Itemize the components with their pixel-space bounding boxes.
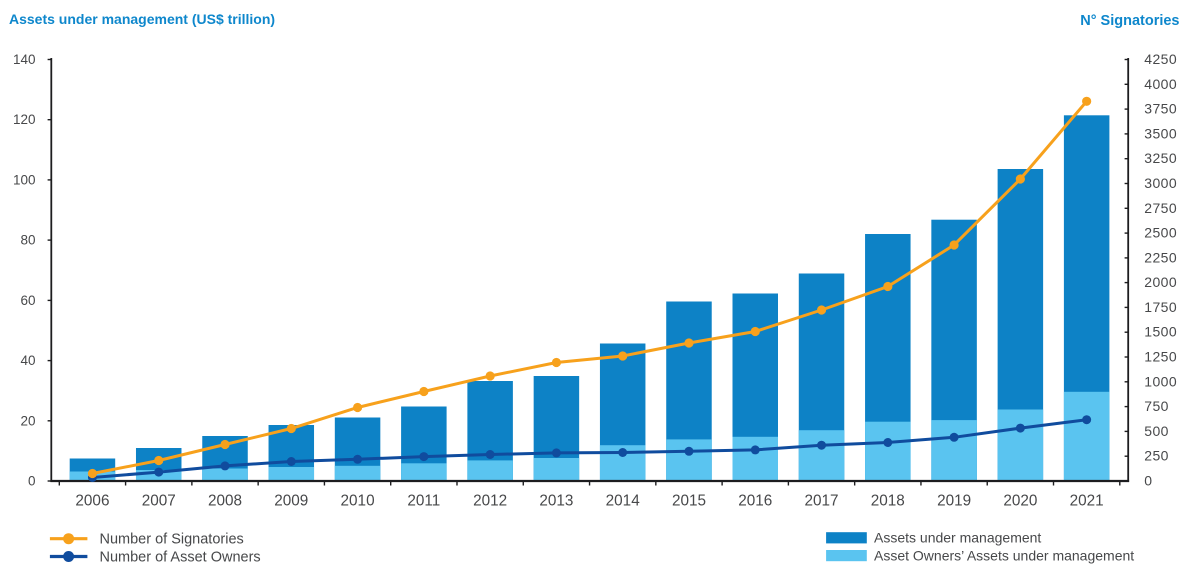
svg-text:2750: 2750: [1144, 200, 1177, 216]
svg-text:2007: 2007: [142, 493, 176, 510]
svg-text:60: 60: [20, 293, 35, 308]
svg-text:120: 120: [13, 112, 36, 127]
svg-text:2009: 2009: [274, 493, 308, 510]
svg-text:750: 750: [1144, 398, 1169, 414]
svg-text:40: 40: [20, 353, 35, 368]
svg-text:Assets under management: Assets under management: [874, 530, 1041, 546]
svg-text:4250: 4250: [1144, 51, 1177, 67]
svg-text:250: 250: [1144, 448, 1169, 464]
svg-text:0: 0: [1144, 473, 1152, 489]
svg-text:Number of Asset Owners: Number of Asset Owners: [100, 549, 261, 565]
svg-text:2013: 2013: [539, 493, 573, 510]
svg-text:Asset Owners’ Assets under man: Asset Owners’ Assets under management: [874, 547, 1134, 563]
svg-text:80: 80: [20, 233, 35, 248]
svg-text:2018: 2018: [871, 493, 905, 510]
svg-text:140: 140: [13, 52, 36, 67]
svg-text:2006: 2006: [75, 493, 109, 510]
svg-text:100: 100: [13, 172, 36, 187]
svg-text:2020: 2020: [1003, 493, 1037, 510]
svg-text:Number of Signatories: Number of Signatories: [100, 532, 244, 548]
svg-text:4000: 4000: [1144, 76, 1177, 92]
svg-text:Assets under management (US$ t: Assets under management (US$ trillion): [9, 11, 275, 27]
svg-text:1250: 1250: [1144, 349, 1177, 365]
svg-text:2016: 2016: [738, 493, 772, 510]
svg-text:1500: 1500: [1144, 324, 1177, 340]
svg-text:500: 500: [1144, 423, 1169, 439]
svg-text:2500: 2500: [1144, 225, 1177, 241]
svg-text:2011: 2011: [407, 493, 440, 510]
svg-text:2017: 2017: [805, 493, 839, 510]
svg-text:N° Signatories: N° Signatories: [1080, 13, 1179, 29]
svg-text:2014: 2014: [606, 493, 641, 510]
svg-text:3750: 3750: [1144, 101, 1177, 117]
svg-text:20: 20: [20, 413, 35, 428]
svg-text:2000: 2000: [1144, 274, 1177, 290]
svg-text:2012: 2012: [473, 493, 507, 510]
svg-text:2008: 2008: [208, 493, 242, 510]
svg-text:3500: 3500: [1144, 125, 1177, 141]
svg-text:2021: 2021: [1070, 493, 1104, 510]
svg-text:2250: 2250: [1144, 249, 1177, 265]
svg-text:2010: 2010: [341, 493, 375, 510]
svg-text:3000: 3000: [1144, 175, 1177, 191]
svg-text:1750: 1750: [1144, 299, 1177, 315]
svg-text:0: 0: [28, 474, 36, 489]
svg-text:1000: 1000: [1144, 373, 1177, 389]
svg-text:2019: 2019: [937, 493, 971, 510]
svg-text:3250: 3250: [1144, 150, 1177, 166]
svg-text:2015: 2015: [672, 493, 706, 510]
